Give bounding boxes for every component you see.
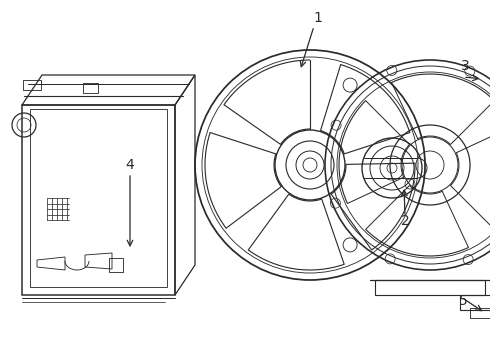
Text: 2: 2 [401,214,409,228]
Bar [470,308,490,318]
Text: 1: 1 [314,11,322,25]
Bar [23,80,41,90]
Bar [83,83,98,93]
Text: 4: 4 [125,158,134,172]
Text: 3: 3 [461,59,469,73]
Bar [109,258,123,272]
Text: 5: 5 [459,294,467,308]
